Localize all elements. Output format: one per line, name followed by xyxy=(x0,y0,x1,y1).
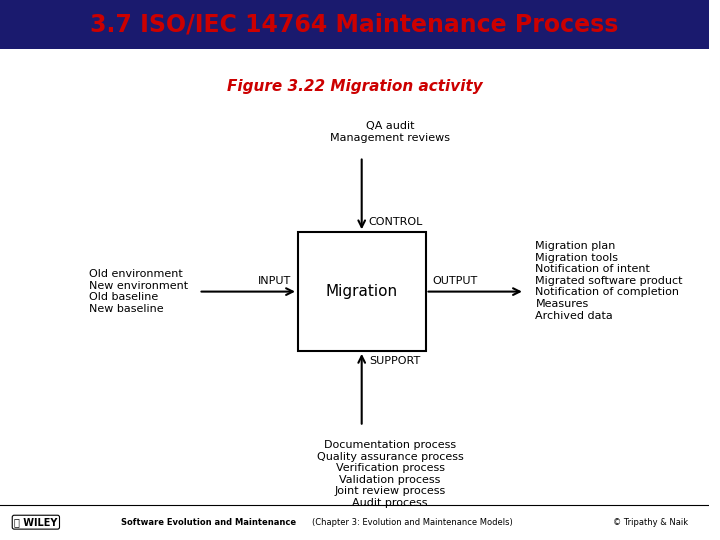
Text: OUTPUT: OUTPUT xyxy=(433,276,478,286)
Text: CONTROL: CONTROL xyxy=(369,217,423,227)
FancyBboxPatch shape xyxy=(0,0,709,49)
Text: QA audit
Management reviews: QA audit Management reviews xyxy=(330,122,450,143)
Text: Software Evolution and Maintenance: Software Evolution and Maintenance xyxy=(120,518,296,526)
Text: Migration plan
Migration tools
Notification of intent
Migrated software product
: Migration plan Migration tools Notificat… xyxy=(536,241,683,321)
Text: 3.7 ISO/IEC 14764 Maintenance Process: 3.7 ISO/IEC 14764 Maintenance Process xyxy=(91,12,618,36)
FancyBboxPatch shape xyxy=(298,232,426,351)
Text: © Tripathy & Naik: © Tripathy & Naik xyxy=(613,518,688,526)
Text: Old environment
New environment
Old baseline
New baseline: Old environment New environment Old base… xyxy=(89,269,188,314)
Text: INPUT: INPUT xyxy=(258,276,291,286)
Text: Figure 3.22 Migration activity: Figure 3.22 Migration activity xyxy=(227,79,482,94)
Text: Ⓛ WILEY: Ⓛ WILEY xyxy=(14,517,58,527)
Text: Documentation process
Quality assurance process
Verification process
Validation : Documentation process Quality assurance … xyxy=(317,440,464,508)
Text: (Chapter 3: Evolution and Maintenance Models): (Chapter 3: Evolution and Maintenance Mo… xyxy=(312,518,513,526)
Text: SUPPORT: SUPPORT xyxy=(369,356,420,367)
Text: Migration: Migration xyxy=(325,284,397,299)
